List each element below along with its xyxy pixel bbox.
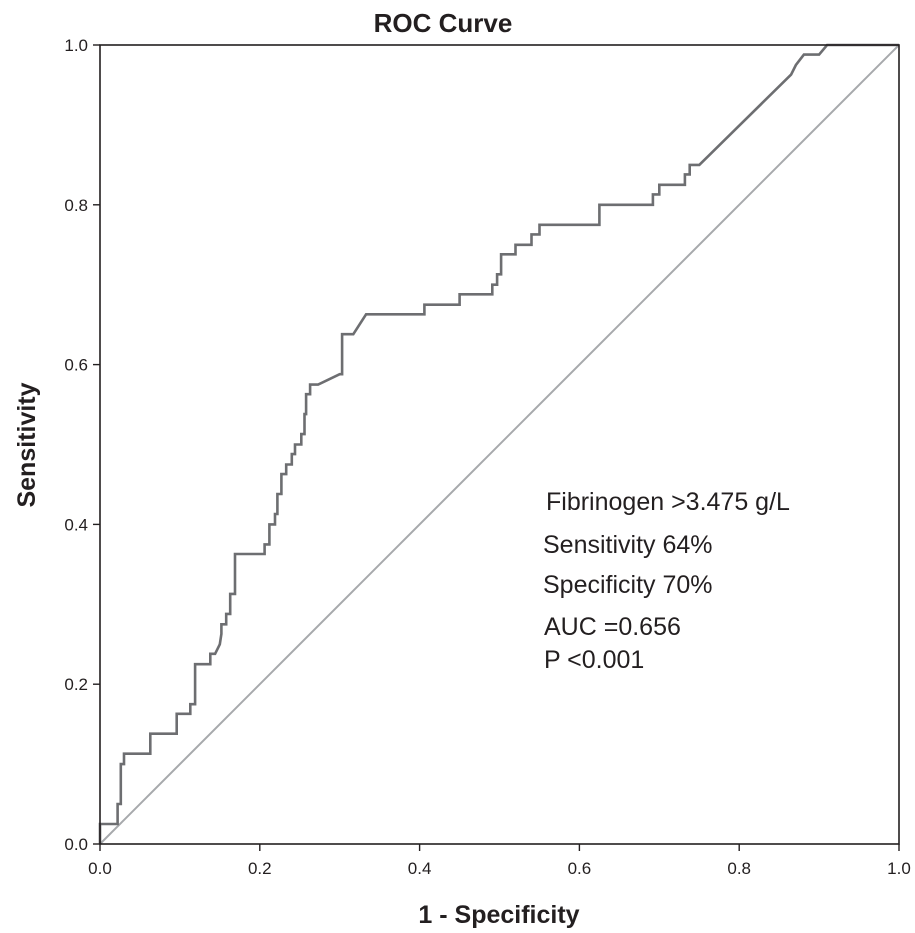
x-tick-label: 0.8 [727,859,751,878]
annotation-block: Fibrinogen >3.475 g/L Sensitivity 64% Sp… [543,488,790,674]
y-tick-label: 0.2 [64,675,88,694]
annotation-auc: AUC =0.656 [544,613,681,641]
x-tick-label: 0.6 [568,859,592,878]
roc-curve-line [98,43,899,844]
annotation-sensitivity: Sensitivity 64% [543,531,713,559]
x-axis: 0.0 0.2 0.4 0.6 0.8 1.0 [88,844,911,878]
y-tick-label: 1.0 [64,36,88,55]
y-axis-label: Sensitivity [13,382,41,507]
y-tick-label: 0.6 [64,356,88,375]
annotation-specificity: Specificity 70% [543,571,713,599]
x-axis-label: 1 - Specificity [418,901,579,929]
reference-diagonal-line [99,44,900,845]
x-tick-label: 0.0 [88,859,112,878]
x-tick-label: 1.0 [887,859,911,878]
chart-title: ROC Curve [374,8,513,38]
y-tick-label: 0.8 [64,196,88,215]
annotation-threshold: Fibrinogen >3.475 g/L [546,488,790,516]
y-tick-label: 0.0 [64,835,88,854]
x-tick-label: 0.4 [408,859,432,878]
y-axis: 0.0 0.2 0.4 0.6 0.8 1.0 [64,36,100,854]
y-tick-label: 0.4 [64,515,88,534]
plot-frame [99,44,900,845]
plot-area [98,43,900,845]
annotation-p-value: P <0.001 [544,646,644,674]
x-tick-label: 0.2 [248,859,272,878]
